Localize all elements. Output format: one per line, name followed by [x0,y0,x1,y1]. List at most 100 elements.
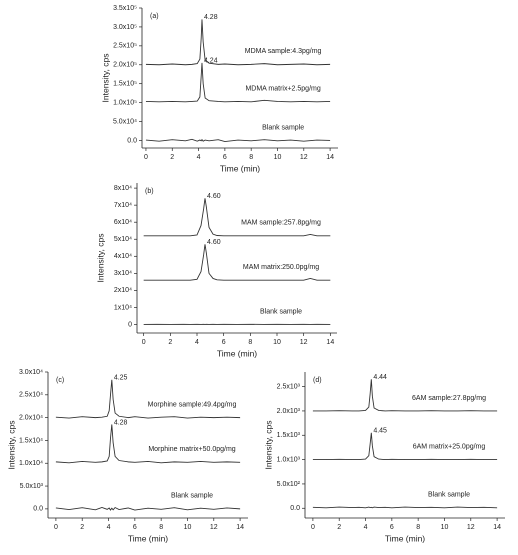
trace [56,508,240,511]
y-tick-label: 3x10⁴ [114,270,132,277]
peak-label: 4.60 [207,239,221,246]
y-tick-label: 2x10⁴ [114,287,132,294]
y-tick-label: 1x10⁴ [114,304,132,311]
x-tick-label: 8 [249,154,253,161]
x-tick-label: 2 [337,524,341,531]
y-tick-label: 5.0x10⁴ [113,118,137,125]
y-tick-label: 1.0x10⁵ [113,99,137,106]
trace-label: MAM sample:257.8pg/mg [241,220,321,227]
peak-label: 4.44 [373,374,387,381]
y-tick-label: 1.0x10⁴ [19,460,43,467]
x-tick-label: 14 [236,524,244,531]
x-tick-label: 6 [133,524,137,531]
y-tick-label: 7x10⁴ [114,202,132,209]
trace [313,507,497,508]
y-tick-label: 0.0 [127,137,137,144]
x-tick-label: 0 [311,524,315,531]
trace-label: Blank sample [260,308,302,315]
panel-label: (d) [313,377,322,384]
trace-label: MAM matrix:250.0pg/mg [243,264,319,271]
peak-label: 4.60 [207,193,221,200]
trace [146,139,330,141]
x-axis-label: Time (min) [220,163,260,173]
y-tick-label: 1.5x10⁴ [19,437,43,444]
y-axis-label: Intensity, cps [95,234,105,283]
x-tick-label: 12 [300,339,308,346]
x-tick-label: 12 [467,524,475,531]
x-tick-label: 4 [364,524,368,531]
x-tick-label: 14 [326,154,334,161]
x-tick-label: 10 [184,524,192,531]
y-tick-label: 2.5x10⁴ [19,392,43,399]
y-tick-label: 3.0x10⁴ [19,369,43,376]
peak-label: 4.45 [373,428,387,435]
y-tick-label: 0.0 [33,506,43,513]
x-tick-label: 4 [195,339,199,346]
peak-label: 4.25 [114,375,128,382]
y-tick-label: 0.0 [290,505,300,512]
x-tick-label: 10 [274,154,282,161]
peak-label: 4.24 [204,58,218,65]
y-tick-label: 8x10⁴ [114,185,132,192]
y-tick-label: 2.0x10⁴ [19,414,43,421]
y-tick-label: 3.0x10⁵ [113,24,137,31]
y-tick-label: 1.5x10⁵ [113,81,137,88]
x-tick-label: 4 [197,154,201,161]
x-tick-label: 14 [326,339,334,346]
panel-label: (a) [150,13,159,20]
trace-label: 6AM matrix+25.0pg/mg [413,443,486,450]
peak-label: 4.28 [204,14,218,21]
trace [146,19,330,64]
x-tick-label: 8 [159,524,163,531]
x-tick-label: 12 [210,524,218,531]
y-axis-label: Intensity, cps [100,54,110,103]
y-tick-label: 2.0x10⁵ [113,62,137,69]
x-tick-label: 8 [248,339,252,346]
x-tick-label: 8 [416,524,420,531]
x-tick-label: 14 [493,524,501,531]
peak-label: 4.28 [114,419,128,426]
trace [144,244,331,280]
trace [56,424,240,462]
y-tick-label: 5.0x10² [277,481,301,488]
x-tick-label: 0 [54,524,58,531]
x-tick-label: 10 [273,339,281,346]
trace-label: MDMA sample:4.3pg/mg [245,48,322,55]
x-tick-label: 0 [142,339,146,346]
panel-label: (b) [145,188,154,195]
x-tick-label: 6 [223,154,227,161]
trace-label: Morphine sample:49.4pg/mg [148,401,237,408]
trace [56,380,240,418]
y-tick-label: 5x10⁴ [114,236,132,243]
trace-label: Morphine matrix+50.0pg/mg [148,446,235,453]
trace-label: Blank sample [262,124,304,131]
y-tick-label: 2.5x10⁵ [113,43,137,50]
x-tick-label: 6 [222,339,226,346]
x-tick-label: 12 [300,154,308,161]
y-tick-label: 2.0x10³ [277,408,301,415]
y-tick-label: 1.0x10³ [277,456,301,463]
x-tick-label: 2 [168,339,172,346]
trace [144,198,331,236]
y-tick-label: 6x10⁴ [114,219,132,226]
y-tick-label: 0 [128,321,132,328]
trace [146,63,330,102]
y-axis-label: Intensity, cps [263,421,273,470]
trace-label: Blank sample [428,492,470,499]
panel-label: (c) [56,377,64,384]
x-tick-label: 2 [80,524,84,531]
x-tick-label: 2 [170,154,174,161]
x-tick-label: 6 [390,524,394,531]
trace-label: Blank sample [171,493,213,500]
x-axis-label: Time (min) [385,533,425,543]
y-tick-label: 4x10⁴ [114,253,132,260]
trace-label: MDMA matrix+2.5pg/mg [245,85,320,92]
x-axis-label: Time (min) [217,348,257,358]
y-tick-label: 5.0x10³ [20,483,44,490]
y-tick-label: 2.5x10³ [277,383,301,390]
y-axis-label: Intensity, cps [6,421,16,470]
x-tick-label: 4 [107,524,111,531]
trace-label: 6AM sample:27.8pg/mg [412,395,486,402]
x-axis-label: Time (min) [128,533,168,543]
